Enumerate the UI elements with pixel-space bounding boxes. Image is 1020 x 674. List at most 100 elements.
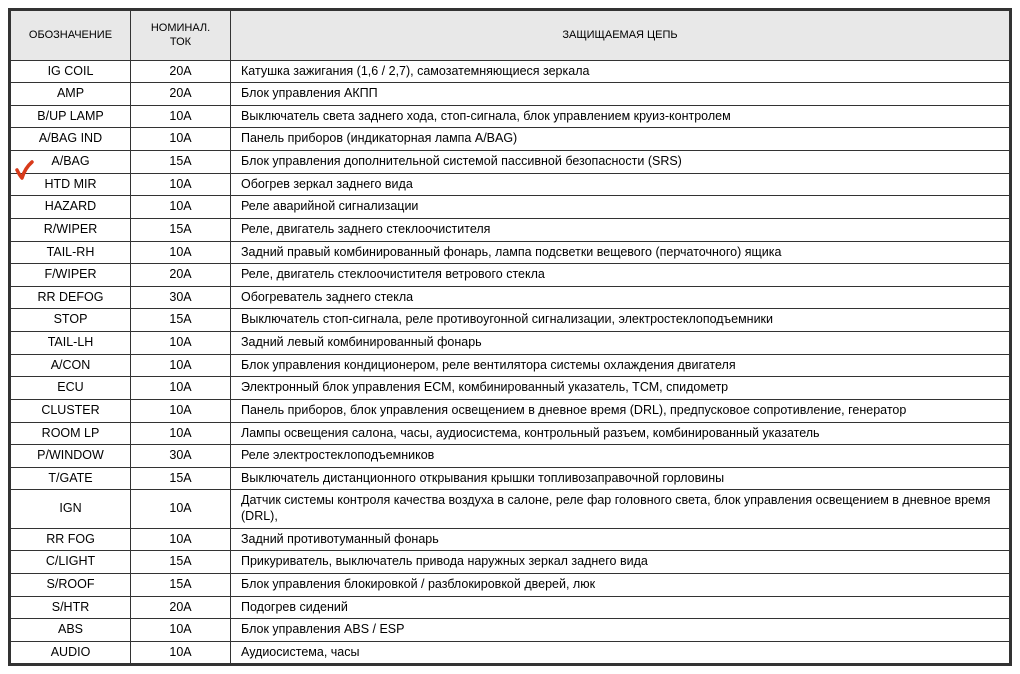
cell-current: 20A <box>131 83 231 106</box>
table-row: IG COIL20AКатушка зажигания (1,6 / 2,7),… <box>11 60 1010 83</box>
table-row: TAIL-RH10AЗадний правый комбинированный … <box>11 241 1010 264</box>
cell-designation: CLUSTER <box>11 399 131 422</box>
cell-circuit: Блок управления блокировкой / разблокиро… <box>231 573 1010 596</box>
cell-circuit: Датчик системы контроля качества воздуха… <box>231 490 1010 528</box>
table-row: A/BAG15AБлок управления дополнительной с… <box>11 151 1010 174</box>
cell-current: 10A <box>131 422 231 445</box>
cell-circuit: Катушка зажигания (1,6 / 2,7), самозатем… <box>231 60 1010 83</box>
cell-designation: ECU <box>11 377 131 400</box>
fuse-table: ОБОЗНАЧЕНИЕ НОМИНАЛ.ТОК ЗАЩИЩАЕМАЯ ЦЕПЬ … <box>10 10 1010 664</box>
table-header: ОБОЗНАЧЕНИЕ НОМИНАЛ.ТОК ЗАЩИЩАЕМАЯ ЦЕПЬ <box>11 11 1010 61</box>
header-row: ОБОЗНАЧЕНИЕ НОМИНАЛ.ТОК ЗАЩИЩАЕМАЯ ЦЕПЬ <box>11 11 1010 61</box>
cell-current: 15A <box>131 218 231 241</box>
cell-current: 20A <box>131 60 231 83</box>
fuse-table-wrapper: ОБОЗНАЧЕНИЕ НОМИНАЛ.ТОК ЗАЩИЩАЕМАЯ ЦЕПЬ … <box>8 8 1012 666</box>
cell-designation: S/HTR <box>11 596 131 619</box>
table-row: IGN10AДатчик системы контроля качества в… <box>11 490 1010 528</box>
table-row: ABS10AБлок управления ABS / ESP <box>11 619 1010 642</box>
cell-current: 10A <box>131 528 231 551</box>
table-row: STOP15AВыключатель стоп-сигнала, реле пр… <box>11 309 1010 332</box>
cell-circuit: Подогрев сидений <box>231 596 1010 619</box>
cell-designation: IGN <box>11 490 131 528</box>
table-row: RR FOG10AЗадний противотуманный фонарь <box>11 528 1010 551</box>
table-row: P/WINDOW30AРеле электростеклоподъемников <box>11 445 1010 468</box>
cell-designation: TAIL-LH <box>11 332 131 355</box>
cell-circuit: Аудиосистема, часы <box>231 641 1010 664</box>
table-row: R/WIPER15AРеле, двигатель заднего стекло… <box>11 218 1010 241</box>
cell-circuit: Блок управления дополнительной системой … <box>231 151 1010 174</box>
cell-circuit: Обогрев зеркал заднего вида <box>231 173 1010 196</box>
cell-circuit: Реле, двигатель заднего стеклоочистителя <box>231 218 1010 241</box>
cell-designation: F/WIPER <box>11 264 131 287</box>
table-row: HTD MIR10AОбогрев зеркал заднего вида <box>11 173 1010 196</box>
table-row: HAZARD10AРеле аварийной сигнализации <box>11 196 1010 219</box>
cell-circuit: Обогреватель заднего стекла <box>231 286 1010 309</box>
table-row: AUDIO10AАудиосистема, часы <box>11 641 1010 664</box>
cell-current: 15A <box>131 467 231 490</box>
cell-designation: TAIL-RH <box>11 241 131 264</box>
cell-current: 30A <box>131 286 231 309</box>
cell-circuit: Прикуриватель, выключатель привода наруж… <box>231 551 1010 574</box>
cell-designation: RR DEFOG <box>11 286 131 309</box>
table-row: A/BAG IND10AПанель приборов (индикаторна… <box>11 128 1010 151</box>
cell-designation: A/CON <box>11 354 131 377</box>
table-row: A/CON10AБлок управления кондиционером, р… <box>11 354 1010 377</box>
cell-current: 10A <box>131 490 231 528</box>
cell-circuit: Выключатель дистанционного открывания кр… <box>231 467 1010 490</box>
cell-designation: T/GATE <box>11 467 131 490</box>
cell-circuit: Реле электростеклоподъемников <box>231 445 1010 468</box>
cell-current: 10A <box>131 619 231 642</box>
header-current-line1: НОМИНАЛ. <box>151 22 210 34</box>
cell-designation: R/WIPER <box>11 218 131 241</box>
cell-current: 10A <box>131 354 231 377</box>
cell-designation: HTD MIR <box>11 173 131 196</box>
cell-current: 10A <box>131 399 231 422</box>
cell-current: 20A <box>131 596 231 619</box>
cell-circuit: Реле, двигатель стеклоочистителя ветрово… <box>231 264 1010 287</box>
cell-current: 10A <box>131 241 231 264</box>
cell-designation: A/BAG IND <box>11 128 131 151</box>
cell-current: 10A <box>131 128 231 151</box>
cell-current: 15A <box>131 551 231 574</box>
table-row: F/WIPER20AРеле, двигатель стеклоочистите… <box>11 264 1010 287</box>
table-row: ECU10AЭлектронный блок управления ЕСМ, к… <box>11 377 1010 400</box>
cell-circuit: Задний противотуманный фонарь <box>231 528 1010 551</box>
cell-designation: ABS <box>11 619 131 642</box>
cell-designation: AUDIO <box>11 641 131 664</box>
cell-current: 10A <box>131 173 231 196</box>
cell-circuit: Выключатель стоп-сигнала, реле противоуг… <box>231 309 1010 332</box>
cell-current: 10A <box>131 641 231 664</box>
cell-circuit: Задний правый комбинированный фонарь, ла… <box>231 241 1010 264</box>
cell-designation: STOP <box>11 309 131 332</box>
cell-circuit: Задний левый комбинированный фонарь <box>231 332 1010 355</box>
cell-designation: P/WINDOW <box>11 445 131 468</box>
cell-current: 10A <box>131 332 231 355</box>
table-row: ROOM LP10AЛампы освещения салона, часы, … <box>11 422 1010 445</box>
cell-designation: HAZARD <box>11 196 131 219</box>
cell-designation: IG COIL <box>11 60 131 83</box>
header-current-line2: ТОК <box>170 36 191 48</box>
cell-current: 10A <box>131 196 231 219</box>
cell-circuit: Панель приборов (индикаторная лампа A/BA… <box>231 128 1010 151</box>
cell-current: 10A <box>131 105 231 128</box>
cell-designation: C/LIGHT <box>11 551 131 574</box>
cell-designation: ROOM LP <box>11 422 131 445</box>
table-row: AMP20AБлок управления АКПП <box>11 83 1010 106</box>
cell-designation: A/BAG <box>11 151 131 174</box>
cell-circuit: Электронный блок управления ЕСМ, комбини… <box>231 377 1010 400</box>
cell-designation: B/UP LAMP <box>11 105 131 128</box>
table-row: C/LIGHT15AПрикуриватель, выключатель при… <box>11 551 1010 574</box>
cell-current: 30A <box>131 445 231 468</box>
cell-circuit: Блок управления АКПП <box>231 83 1010 106</box>
cell-current: 20A <box>131 264 231 287</box>
table-row: S/HTR20AПодогрев сидений <box>11 596 1010 619</box>
header-circuit: ЗАЩИЩАЕМАЯ ЦЕПЬ <box>231 11 1010 61</box>
cell-circuit: Выключатель света заднего хода, стоп-сиг… <box>231 105 1010 128</box>
cell-circuit: Блок управления кондиционером, реле вент… <box>231 354 1010 377</box>
cell-circuit: Панель приборов, блок управления освещен… <box>231 399 1010 422</box>
cell-designation: RR FOG <box>11 528 131 551</box>
header-current: НОМИНАЛ. ТОК <box>131 11 231 61</box>
cell-circuit: Лампы освещения салона, часы, аудиосисте… <box>231 422 1010 445</box>
table-row: T/GATE15AВыключатель дистанционного откр… <box>11 467 1010 490</box>
table-row: CLUSTER10AПанель приборов, блок управлен… <box>11 399 1010 422</box>
